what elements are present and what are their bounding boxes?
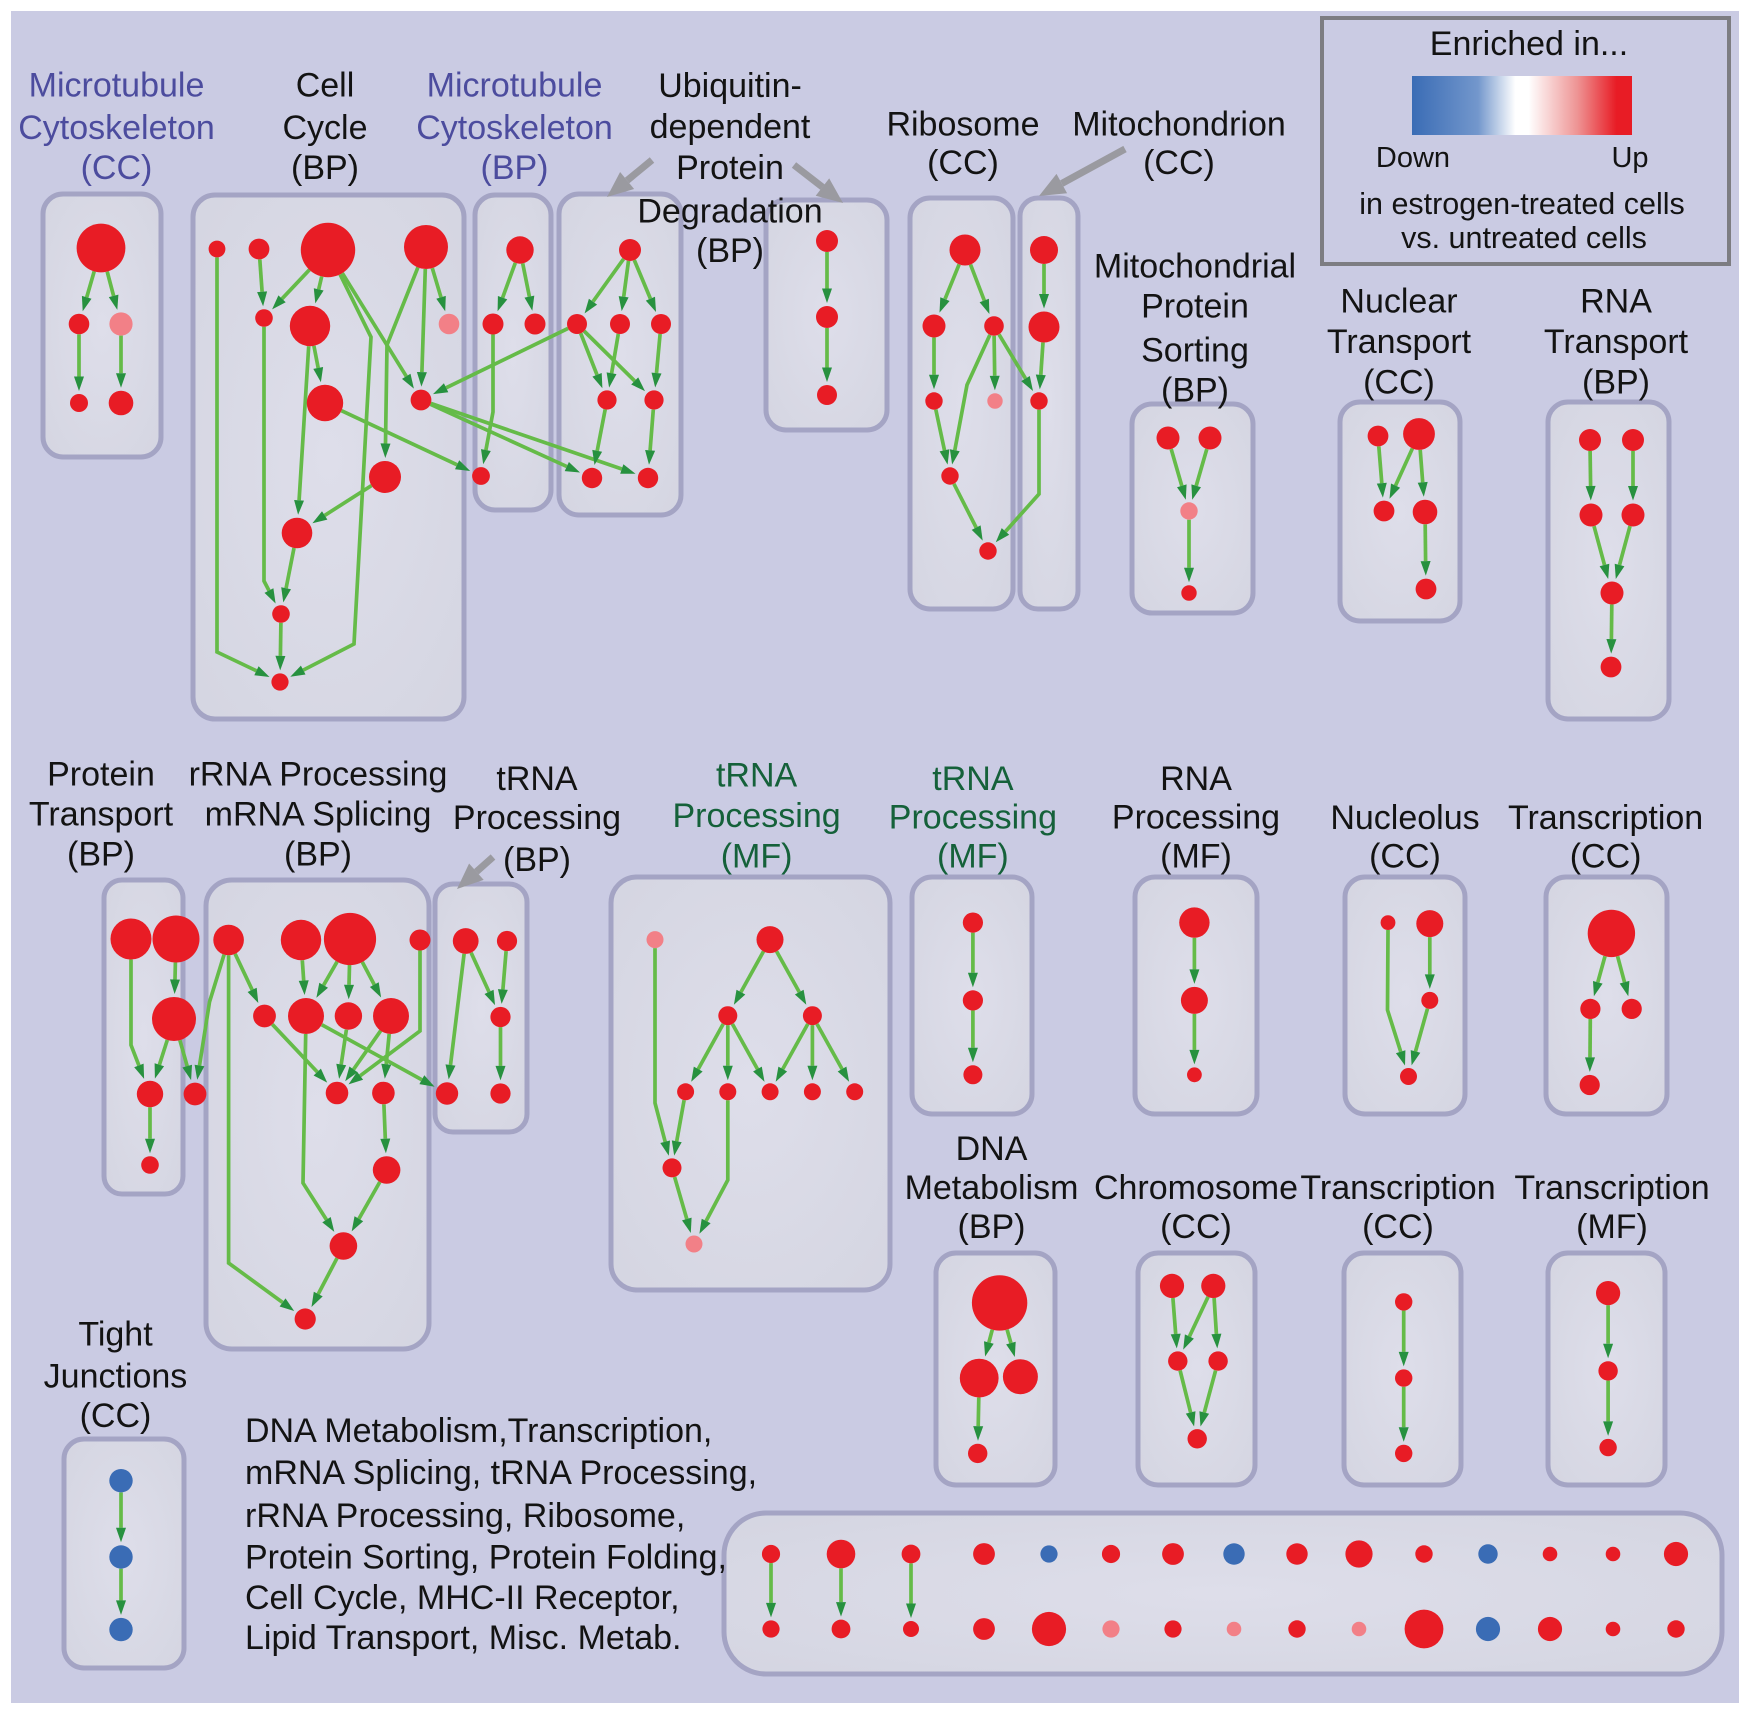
svg-text:(BP): (BP) [503, 841, 571, 879]
svg-text:tRNA: tRNA [716, 757, 798, 795]
svg-text:Transport: Transport [1544, 323, 1689, 361]
svg-text:Protein: Protein [1141, 288, 1249, 326]
svg-text:Enriched in...: Enriched in... [1430, 25, 1628, 63]
svg-text:(BP): (BP) [284, 835, 352, 873]
svg-text:Protein: Protein [47, 755, 155, 793]
svg-text:tRNA: tRNA [932, 760, 1014, 798]
svg-text:Cycle: Cycle [282, 109, 367, 147]
svg-text:(CC): (CC) [81, 149, 153, 187]
svg-text:Ubiquitin-: Ubiquitin- [658, 67, 802, 105]
svg-text:(BP): (BP) [291, 149, 359, 187]
svg-text:RNA: RNA [1160, 760, 1232, 798]
svg-text:Processing: Processing [1112, 799, 1280, 837]
svg-text:Nucleolus: Nucleolus [1330, 799, 1479, 837]
svg-text:Ribosome: Ribosome [886, 106, 1039, 144]
svg-text:Transcription: Transcription [1514, 1169, 1709, 1207]
svg-text:Chromosome: Chromosome [1094, 1169, 1298, 1207]
svg-text:Transcription: Transcription [1300, 1169, 1495, 1207]
svg-text:Nuclear: Nuclear [1340, 283, 1457, 321]
svg-text:tRNA: tRNA [496, 760, 578, 798]
svg-text:Protein Sorting, Protein Foldi: Protein Sorting, Protein Folding, [245, 1539, 727, 1577]
svg-text:Up: Up [1611, 142, 1648, 174]
svg-text:in estrogen-treated cells: in estrogen-treated cells [1359, 187, 1685, 221]
svg-text:(CC): (CC) [1570, 838, 1642, 876]
svg-text:Metabolism: Metabolism [905, 1169, 1079, 1207]
svg-text:DNA Metabolism,Transcription,: DNA Metabolism,Transcription, [245, 1412, 712, 1450]
svg-text:Transcription: Transcription [1508, 799, 1703, 837]
svg-text:(BP): (BP) [1582, 363, 1650, 401]
svg-text:(BP): (BP) [67, 835, 135, 873]
svg-text:(CC): (CC) [1143, 144, 1215, 182]
svg-text:Sorting: Sorting [1141, 331, 1249, 369]
svg-text:(MF): (MF) [937, 837, 1009, 875]
svg-text:Microtubule: Microtubule [29, 67, 205, 105]
svg-text:dependent: dependent [650, 108, 811, 146]
svg-text:Down: Down [1376, 142, 1450, 174]
svg-text:(CC): (CC) [927, 144, 999, 182]
svg-text:(CC): (CC) [1363, 363, 1435, 401]
svg-text:(BP): (BP) [481, 149, 549, 187]
svg-text:Cytoskeleton: Cytoskeleton [18, 109, 215, 147]
svg-text:mRNA Splicing: mRNA Splicing [205, 796, 432, 834]
svg-text:RNA: RNA [1580, 283, 1652, 321]
svg-text:Processing: Processing [889, 799, 1057, 837]
svg-text:(CC): (CC) [1362, 1208, 1434, 1246]
svg-text:vs. untreated cells: vs. untreated cells [1401, 221, 1647, 255]
svg-text:Mitochondrion: Mitochondrion [1072, 106, 1286, 144]
svg-text:(BP): (BP) [1161, 372, 1229, 410]
svg-text:Lipid Transport, Misc. Metab.: Lipid Transport, Misc. Metab. [245, 1619, 682, 1657]
svg-text:Processing: Processing [453, 799, 621, 837]
svg-text:(BP): (BP) [696, 232, 764, 270]
svg-text:Microtubule: Microtubule [427, 67, 603, 105]
svg-text:rRNA Processing: rRNA Processing [189, 755, 448, 793]
svg-text:Degradation: Degradation [637, 193, 822, 231]
svg-text:(MF): (MF) [1160, 837, 1232, 875]
svg-text:Cytoskeleton: Cytoskeleton [416, 109, 613, 147]
svg-text:DNA: DNA [956, 1130, 1028, 1168]
svg-text:Transport: Transport [1327, 323, 1472, 361]
svg-text:Tight: Tight [78, 1316, 153, 1354]
svg-text:mRNA Splicing, tRNA Processing: mRNA Splicing, tRNA Processing, [245, 1454, 757, 1492]
svg-text:(CC): (CC) [1160, 1208, 1232, 1246]
svg-text:(MF): (MF) [721, 838, 793, 876]
svg-text:Mitochondrial: Mitochondrial [1094, 247, 1296, 285]
svg-text:Protein: Protein [676, 149, 784, 187]
svg-text:Junctions: Junctions [44, 1357, 188, 1395]
svg-text:Cell: Cell [296, 67, 355, 105]
svg-text:(CC): (CC) [80, 1397, 152, 1435]
svg-text:Transport: Transport [29, 796, 174, 834]
svg-text:(CC): (CC) [1369, 838, 1441, 876]
svg-text:Cell Cycle, MHC-II Receptor,: Cell Cycle, MHC-II Receptor, [245, 1579, 680, 1617]
svg-text:(BP): (BP) [958, 1208, 1026, 1246]
svg-text:Processing: Processing [672, 797, 840, 835]
svg-text:rRNA Processing, Ribosome,: rRNA Processing, Ribosome, [245, 1497, 685, 1535]
svg-text:(MF): (MF) [1576, 1208, 1648, 1246]
